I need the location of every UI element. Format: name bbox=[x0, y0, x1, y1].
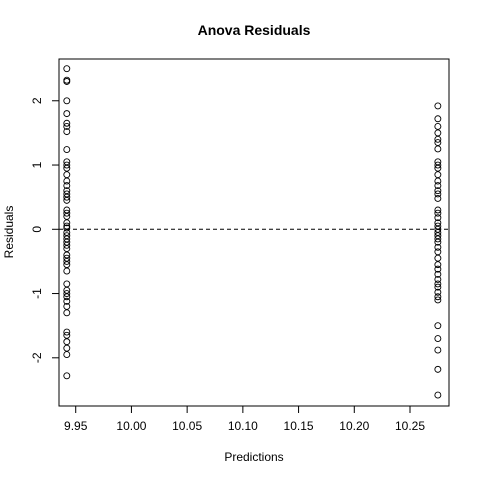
y-tick-label: -2 bbox=[30, 352, 44, 363]
plot-frame bbox=[58, 58, 450, 407]
data-point bbox=[63, 297, 71, 305]
data-point bbox=[63, 171, 71, 179]
x-axis-label: Predictions bbox=[224, 450, 283, 464]
data-point bbox=[63, 193, 71, 201]
data-point bbox=[63, 293, 71, 301]
x-tick-label: 10.05 bbox=[172, 419, 202, 433]
x-tick-label: 10.00 bbox=[116, 419, 146, 433]
data-point bbox=[63, 146, 71, 154]
data-point bbox=[434, 194, 442, 202]
data-point bbox=[63, 161, 71, 169]
data-point bbox=[434, 365, 442, 373]
data-point bbox=[63, 119, 71, 127]
data-points bbox=[63, 65, 442, 399]
x-tick-label: 10.15 bbox=[284, 419, 314, 433]
data-point bbox=[63, 219, 71, 227]
data-point bbox=[434, 391, 442, 399]
data-point bbox=[434, 280, 442, 288]
x-tick-label: 10.10 bbox=[228, 419, 258, 433]
data-point bbox=[63, 267, 71, 275]
data-point bbox=[63, 123, 71, 130]
data-point bbox=[63, 290, 71, 297]
data-point bbox=[434, 238, 442, 246]
data-point bbox=[63, 128, 71, 136]
chart-title: Anova Residuals bbox=[198, 22, 311, 38]
data-point bbox=[63, 351, 71, 359]
data-point bbox=[63, 309, 71, 317]
data-point bbox=[63, 338, 71, 346]
x-tick-label: 10.25 bbox=[395, 419, 425, 433]
data-point bbox=[434, 129, 442, 137]
data-point bbox=[434, 171, 442, 179]
x-tick-label: 9.95 bbox=[64, 419, 88, 433]
y-tick-label: 2 bbox=[30, 97, 44, 104]
data-point bbox=[63, 257, 71, 265]
data-point bbox=[63, 241, 71, 249]
data-point bbox=[63, 328, 71, 336]
data-point bbox=[434, 283, 442, 291]
y-axis-ticks: -2 -1 0 1 2 bbox=[30, 97, 59, 363]
data-point bbox=[434, 296, 442, 304]
y-axis-label: Residuals bbox=[2, 206, 16, 259]
data-point bbox=[434, 346, 442, 354]
data-point bbox=[63, 110, 71, 118]
data-point bbox=[434, 243, 442, 251]
data-point bbox=[434, 115, 442, 123]
data-point bbox=[63, 224, 71, 232]
data-point bbox=[434, 145, 442, 153]
data-point bbox=[434, 135, 442, 143]
data-point bbox=[434, 235, 442, 243]
data-point bbox=[434, 190, 442, 198]
data-point bbox=[63, 177, 71, 185]
x-tick-label: 10.20 bbox=[339, 419, 369, 433]
data-point bbox=[63, 78, 71, 85]
data-point bbox=[434, 288, 442, 296]
data-point bbox=[63, 344, 71, 352]
data-point bbox=[434, 182, 442, 190]
data-point bbox=[63, 280, 71, 288]
data-point bbox=[434, 102, 442, 110]
data-point bbox=[63, 97, 71, 105]
y-tick-label: 1 bbox=[30, 161, 44, 168]
data-point bbox=[434, 123, 442, 130]
data-point bbox=[434, 265, 442, 273]
data-point bbox=[434, 335, 442, 342]
data-point bbox=[434, 248, 442, 256]
data-point bbox=[434, 206, 442, 214]
data-point bbox=[434, 254, 442, 262]
data-point bbox=[434, 161, 442, 169]
y-tick-label: -1 bbox=[30, 288, 44, 299]
data-point bbox=[434, 214, 442, 222]
data-point bbox=[63, 209, 71, 217]
data-point bbox=[434, 209, 442, 217]
data-point bbox=[434, 270, 442, 278]
data-point bbox=[63, 196, 71, 204]
data-point bbox=[434, 322, 442, 330]
y-tick-label: 0 bbox=[30, 226, 44, 233]
data-point bbox=[434, 177, 442, 185]
data-point bbox=[434, 187, 442, 195]
data-point bbox=[63, 65, 71, 73]
data-point bbox=[63, 372, 71, 380]
data-point bbox=[434, 261, 442, 269]
x-axis-ticks: 9.95 10.00 10.05 10.10 10.15 10.20 10.25 bbox=[64, 406, 425, 433]
data-point bbox=[434, 293, 442, 301]
data-point bbox=[63, 182, 71, 190]
data-point bbox=[434, 275, 442, 283]
